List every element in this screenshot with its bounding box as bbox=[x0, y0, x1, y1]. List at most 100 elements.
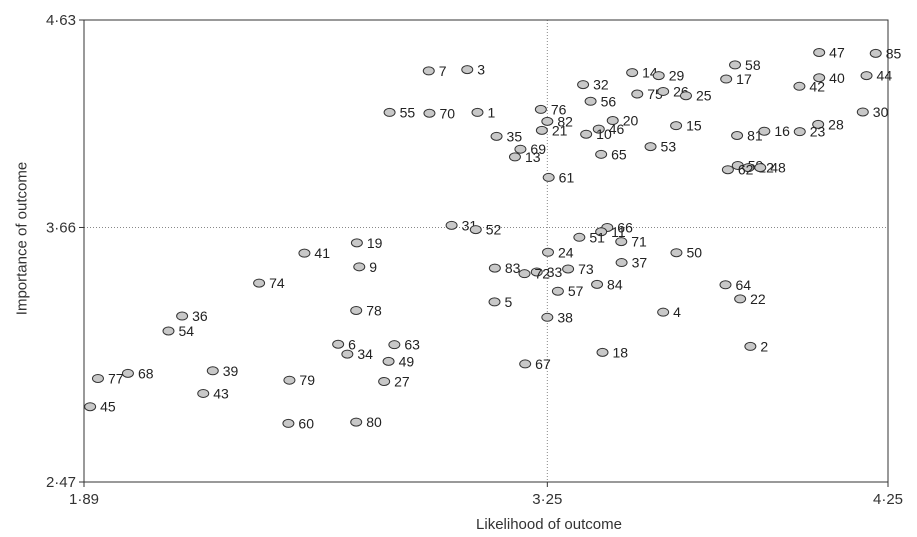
data-point-label: 23 bbox=[810, 124, 826, 140]
data-point bbox=[631, 89, 644, 99]
plot-frame bbox=[83, 19, 889, 483]
data-point-label: 34 bbox=[357, 346, 373, 362]
data-point bbox=[388, 340, 401, 350]
data-point-label: 33 bbox=[547, 264, 563, 280]
data-point-label: 9 bbox=[369, 259, 377, 275]
data-point bbox=[595, 227, 608, 237]
data-point-label: 71 bbox=[631, 234, 647, 250]
data-point-label: 66 bbox=[617, 219, 633, 235]
data-point bbox=[729, 60, 742, 70]
data-point bbox=[341, 349, 354, 359]
data-point-label: 67 bbox=[535, 356, 551, 372]
data-point bbox=[615, 258, 628, 268]
data-point-label: 7 bbox=[439, 63, 447, 79]
data-point bbox=[350, 417, 363, 427]
data-point-label: 60 bbox=[298, 415, 314, 431]
data-point-label: 36 bbox=[192, 308, 208, 324]
data-point bbox=[488, 297, 501, 307]
data-point bbox=[813, 48, 826, 58]
data-point bbox=[721, 165, 734, 175]
data-point bbox=[754, 163, 767, 173]
data-point-label: 49 bbox=[399, 353, 415, 369]
data-point-label: 42 bbox=[809, 78, 825, 94]
data-point bbox=[461, 65, 474, 75]
data-point bbox=[121, 368, 134, 378]
data-point bbox=[534, 104, 547, 114]
data-point-label: 74 bbox=[269, 275, 285, 291]
data-point bbox=[860, 71, 873, 81]
data-point-label: 28 bbox=[828, 116, 844, 132]
data-point bbox=[490, 131, 503, 141]
data-point bbox=[542, 172, 555, 182]
data-point-label: 10 bbox=[596, 126, 612, 142]
data-point-label: 27 bbox=[394, 373, 410, 389]
data-point bbox=[652, 71, 665, 81]
data-point-label: 53 bbox=[661, 139, 677, 155]
data-point-label: 30 bbox=[873, 104, 889, 120]
data-point-label: 85 bbox=[886, 45, 902, 61]
data-point-label: 29 bbox=[669, 68, 685, 84]
data-point bbox=[584, 96, 597, 106]
data-point bbox=[812, 119, 825, 129]
data-point bbox=[298, 248, 311, 258]
data-point-label: 5 bbox=[505, 294, 513, 310]
data-point bbox=[488, 263, 501, 273]
y-tick-label: 3·66 bbox=[46, 219, 76, 236]
data-point-label: 17 bbox=[736, 71, 752, 87]
data-point bbox=[445, 220, 458, 230]
data-point-label: 1 bbox=[487, 104, 495, 120]
data-point-label: 19 bbox=[367, 235, 383, 251]
data-point bbox=[592, 124, 605, 134]
data-point-label: 15 bbox=[686, 118, 702, 134]
data-point-label: 82 bbox=[557, 113, 573, 129]
data-point-label: 55 bbox=[400, 104, 416, 120]
data-point bbox=[176, 311, 189, 321]
data-point-label: 80 bbox=[366, 414, 382, 430]
data-point bbox=[350, 238, 363, 248]
data-point bbox=[84, 402, 97, 412]
data-point-label: 68 bbox=[138, 365, 154, 381]
data-point bbox=[551, 286, 564, 296]
data-point-label: 2 bbox=[760, 338, 768, 354]
data-point-label: 3 bbox=[477, 62, 485, 78]
data-point bbox=[283, 375, 296, 385]
data-point bbox=[742, 163, 755, 173]
data-point-label: 20 bbox=[623, 113, 639, 129]
data-point-label: 38 bbox=[557, 309, 573, 325]
data-point bbox=[813, 73, 826, 83]
data-point bbox=[731, 131, 744, 140]
data-point-label: 18 bbox=[613, 344, 629, 360]
data-point bbox=[535, 125, 548, 135]
data-point-label: 69 bbox=[530, 141, 546, 157]
data-point-label: 25 bbox=[696, 88, 712, 104]
data-point bbox=[573, 232, 586, 242]
data-point bbox=[253, 278, 266, 288]
data-point bbox=[382, 356, 395, 366]
data-point-label: 45 bbox=[100, 399, 116, 415]
data-point bbox=[423, 108, 436, 118]
data-point-label: 24 bbox=[558, 244, 574, 260]
data-point bbox=[734, 294, 747, 304]
data-point bbox=[332, 339, 345, 349]
data-point-label: 65 bbox=[611, 146, 627, 162]
data-point-label: 84 bbox=[607, 276, 623, 292]
data-point-label: 50 bbox=[686, 245, 702, 261]
data-point-label: 11 bbox=[611, 224, 626, 240]
data-point-label: 41 bbox=[314, 245, 330, 261]
data-point bbox=[422, 66, 435, 76]
data-point bbox=[162, 326, 175, 336]
y-tick-label: 4·63 bbox=[46, 12, 76, 29]
data-point-label: 47 bbox=[829, 45, 845, 61]
data-point bbox=[869, 48, 882, 58]
data-point-label: 32 bbox=[593, 77, 609, 93]
data-point-label: 72 bbox=[534, 266, 550, 282]
data-point-label: 57 bbox=[568, 283, 584, 299]
data-point bbox=[679, 91, 692, 101]
data-point-label: 63 bbox=[404, 337, 420, 353]
data-point-label: 52 bbox=[486, 222, 502, 238]
data-point-label: 76 bbox=[551, 101, 567, 117]
data-point-label: 62 bbox=[738, 162, 754, 178]
data-point bbox=[758, 126, 771, 136]
data-point bbox=[793, 81, 806, 91]
